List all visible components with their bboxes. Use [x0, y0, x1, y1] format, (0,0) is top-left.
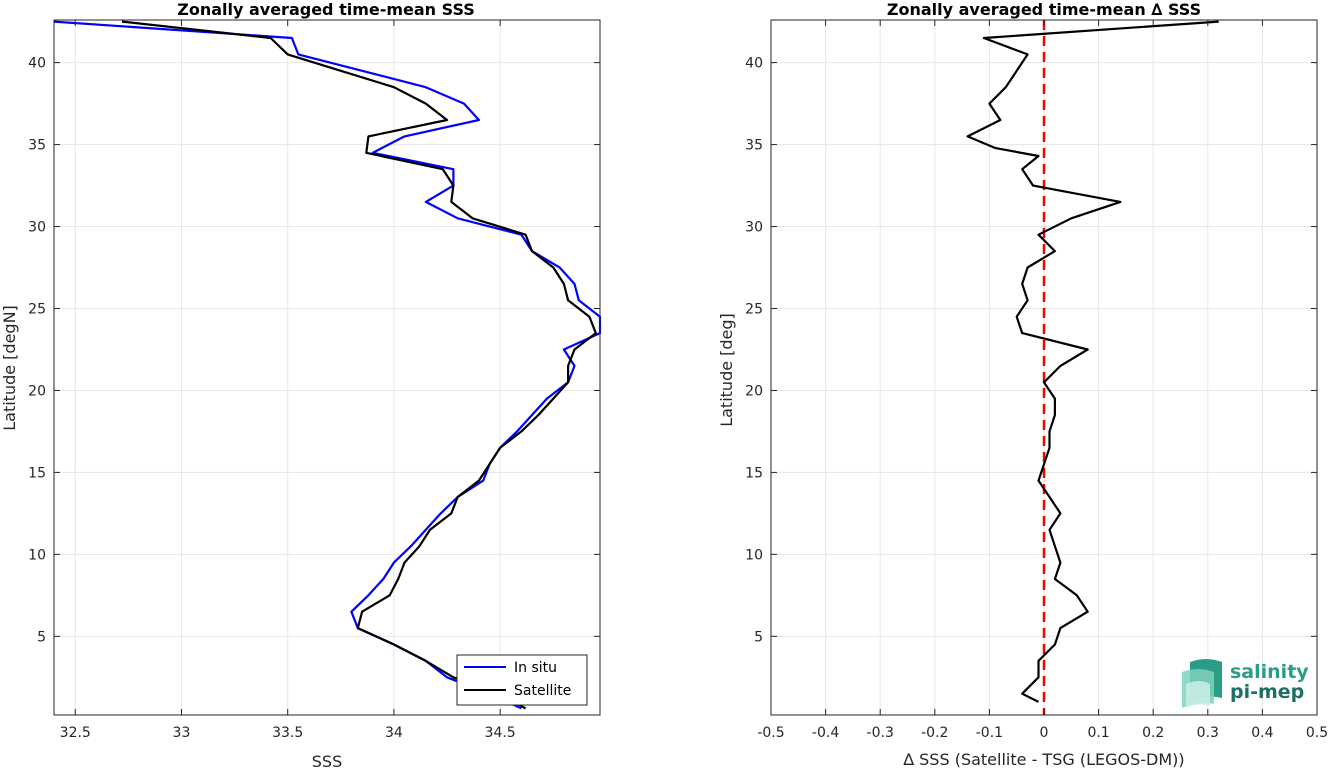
left-y-axis-label: Latitude [degN]	[0, 305, 19, 431]
legend-box	[456, 654, 588, 706]
right-x-tick-label: 0.2	[1142, 725, 1164, 741]
left-x-tick-label: 34	[385, 725, 403, 741]
right-series-line-delta-sss	[966, 20, 1219, 703]
right-y-tick-label: 10	[745, 547, 763, 563]
legend: In situ Satellite	[456, 654, 588, 706]
left-x-tick-label: 34.5	[485, 725, 516, 741]
right-panel: Zonally averaged time-mean ∆ SSS -0.5 -0.…	[717, 0, 1328, 769]
right-chart-title: Zonally averaged time-mean ∆ SSS	[887, 0, 1201, 19]
logo-text-salinity: salinity	[1230, 661, 1309, 683]
right-y-tick-label: 30	[745, 220, 763, 236]
salinity-pi-mep-logo: salinity pi-mep	[1182, 659, 1309, 708]
left-y-ticks: 5 10 15 20 25 30 35 40	[28, 56, 600, 645]
left-y-tick-label: 5	[37, 629, 46, 645]
legend-label-in-situ: In situ	[514, 660, 557, 676]
left-y-tick-label: 30	[28, 220, 46, 236]
left-x-tick-label: 32.5	[60, 725, 91, 741]
left-plot-area	[53, 20, 602, 710]
right-y-tick-label: 25	[745, 301, 763, 317]
right-x-tick-label: 0.1	[1087, 725, 1109, 741]
right-x-tick-label: -0.2	[921, 725, 948, 741]
right-y-tick-label: 20	[745, 383, 763, 399]
right-y-tick-label: 15	[745, 465, 763, 481]
right-x-tick-label: -0.4	[812, 725, 839, 741]
right-y-tick-label: 40	[745, 56, 763, 72]
left-y-tick-label: 35	[28, 138, 46, 154]
logo-text-pi-mep: pi-mep	[1230, 681, 1304, 703]
right-x-tick-label: 0	[1040, 725, 1049, 741]
left-x-ticks: 32.5 33 33.5 34 34.5	[60, 20, 516, 741]
right-x-axis-label: ∆ SSS (Satellite - TSG (LEGOS-DM))	[902, 750, 1184, 769]
right-x-tick-label: 0.3	[1197, 725, 1219, 741]
left-chart-title: Zonally averaged time-mean SSS	[177, 0, 475, 19]
right-x-tick-label: 0.5	[1306, 725, 1328, 741]
left-series-line-satellite	[121, 20, 597, 710]
left-y-tick-label: 40	[28, 56, 46, 72]
right-y-tick-label: 5	[754, 629, 763, 645]
left-panel: Zonally averaged time-mean SSS 32.5 33 33.…	[0, 0, 602, 769]
left-y-tick-label: 25	[28, 301, 46, 317]
legend-label-satellite: Satellite	[514, 683, 571, 699]
left-x-tick-label: 33.5	[272, 725, 303, 741]
right-x-ticks: -0.5 -0.4 -0.3 -0.2 -0.1 0 0.1 0.2 0.3 0.4 0.5	[757, 20, 1328, 741]
right-x-tick-label: -0.3	[867, 725, 894, 741]
left-series-line-in-situ	[53, 20, 602, 710]
left-axes-box	[53, 19, 601, 716]
right-x-tick-label: -0.5	[757, 725, 784, 741]
right-x-tick-label: 0.4	[1251, 725, 1273, 741]
right-plot-area	[966, 20, 1219, 715]
left-grid	[54, 20, 600, 715]
right-y-axis-label: Latitude [deg]	[717, 313, 736, 427]
left-y-tick-label: 20	[28, 383, 46, 399]
right-x-tick-label: -0.1	[976, 725, 1003, 741]
logo-wave-icon-pale	[1186, 681, 1210, 708]
right-y-tick-label: 35	[745, 138, 763, 154]
left-y-tick-label: 15	[28, 465, 46, 481]
right-y-ticks: 5 10 15 20 25 30 35 40	[745, 56, 1317, 645]
left-x-tick-label: 33	[173, 725, 191, 741]
left-x-axis-label: SSS	[312, 752, 342, 769]
left-y-tick-label: 10	[28, 547, 46, 563]
